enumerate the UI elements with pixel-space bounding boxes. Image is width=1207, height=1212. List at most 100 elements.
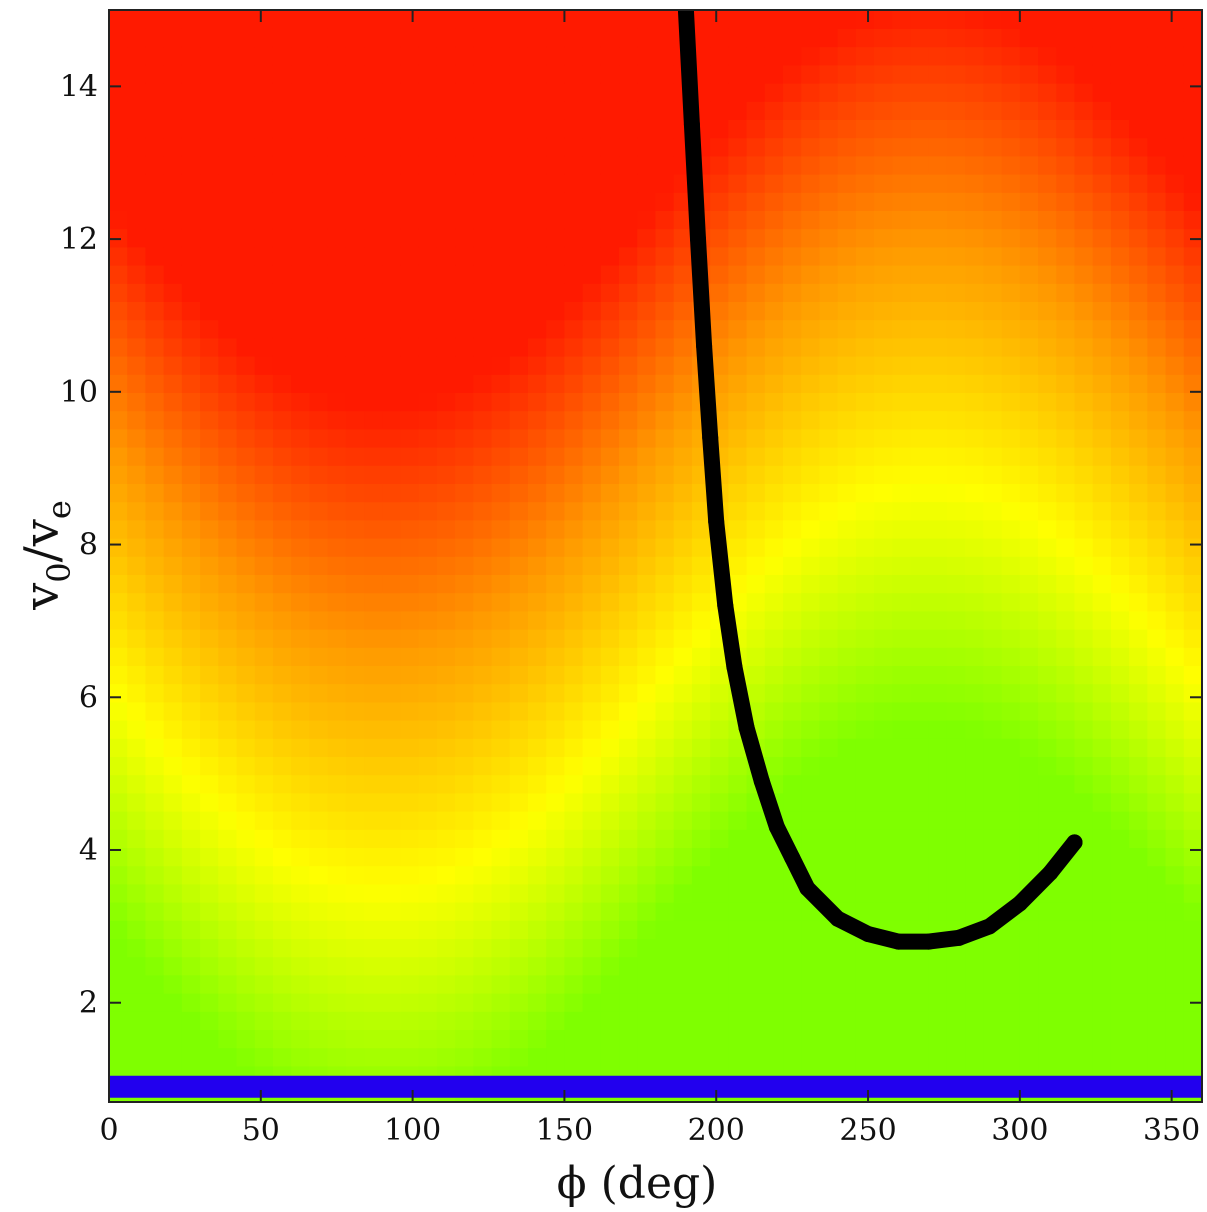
heatmap-cell [746, 82, 766, 102]
heatmap-cell [746, 1011, 766, 1030]
heatmap-cell [400, 865, 420, 885]
heatmap-cell [1038, 683, 1058, 703]
heatmap-cell [1019, 938, 1039, 958]
heatmap-cell [291, 610, 311, 630]
heatmap-cell [928, 901, 948, 921]
curve-point [696, 338, 713, 354]
heatmap-cell [691, 665, 711, 685]
heatmap-cell [874, 665, 894, 685]
heatmap-cell [619, 792, 639, 812]
heatmap-cell [254, 283, 274, 302]
heatmap-cell [400, 392, 420, 412]
heatmap-cell [746, 392, 766, 412]
heatmap-cell [1183, 101, 1202, 120]
heatmap-cell [109, 392, 129, 412]
heatmap-cell [181, 337, 201, 357]
heatmap-cell [200, 719, 220, 739]
heatmap-cell [436, 683, 456, 703]
heatmap-cell [746, 337, 766, 357]
heatmap-cell [1056, 774, 1076, 794]
heatmap-cell [710, 719, 730, 739]
heatmap-cell [965, 719, 985, 739]
heatmap-cell [400, 46, 420, 66]
heatmap-cell [1129, 738, 1149, 757]
heatmap-cell [619, 1047, 639, 1067]
heatmap-cell [1056, 410, 1076, 430]
heatmap-cell [236, 1047, 256, 1067]
heatmap-cell [1001, 301, 1021, 321]
heatmap-cell [145, 465, 165, 484]
heatmap-cell [965, 46, 985, 66]
heatmap-cell [327, 374, 347, 393]
heatmap-cell [473, 392, 493, 412]
heatmap-cell [619, 283, 639, 302]
heatmap-cell [855, 228, 875, 248]
heatmap-cell [1001, 574, 1021, 594]
heatmap-cell [364, 829, 384, 848]
heatmap-cell [1129, 756, 1149, 776]
heatmap-cell [127, 446, 147, 466]
heatmap-cell [400, 792, 420, 812]
heatmap-cell [400, 264, 420, 284]
heatmap-cell [418, 792, 438, 812]
heatmap-cell [746, 883, 766, 903]
heatmap-cell [382, 465, 402, 484]
heatmap-cell [1183, 810, 1202, 830]
heatmap-cell [364, 938, 384, 958]
heatmap-cell [345, 137, 365, 157]
heatmap-cell [582, 337, 602, 357]
heatmap-cell [145, 337, 165, 357]
heatmap-cell [983, 392, 1003, 412]
heatmap-cell [1001, 792, 1021, 812]
heatmap-cell [1147, 938, 1167, 958]
heatmap-cell [819, 337, 839, 357]
heatmap-cell [1092, 628, 1112, 648]
heatmap-cell [218, 82, 238, 102]
heatmap-cell [491, 992, 511, 1012]
heatmap-cell [509, 301, 529, 321]
heatmap-cell [965, 264, 985, 284]
heatmap-cell [418, 374, 438, 393]
heatmap-cell [418, 574, 438, 594]
heatmap-cell [837, 628, 857, 648]
heatmap-cell [1110, 228, 1130, 248]
heatmap-cell [1147, 647, 1167, 666]
heatmap-cell [619, 228, 639, 248]
heatmap-cell [1019, 246, 1039, 266]
heatmap-cell [345, 647, 365, 666]
heatmap-cell [200, 574, 220, 594]
heatmap-cell [200, 992, 220, 1012]
heatmap-cell [983, 192, 1003, 211]
heatmap-cell [1019, 1011, 1039, 1030]
heatmap-cell [527, 428, 547, 448]
heatmap-cell [509, 119, 529, 139]
heatmap-cell [946, 210, 966, 230]
heatmap-cell [819, 28, 839, 48]
heatmap-cell [965, 1011, 985, 1030]
heatmap-cell [418, 28, 438, 48]
heatmap-cell [527, 901, 547, 921]
heatmap-cell [1165, 1011, 1185, 1030]
heatmap-cell [309, 628, 329, 648]
heatmap-cell [1183, 792, 1202, 812]
heatmap-cell [1129, 701, 1149, 721]
heatmap-cell [1074, 1029, 1094, 1049]
heatmap-cell [1183, 483, 1202, 503]
heatmap-cell [983, 883, 1003, 903]
heatmap-cell [291, 355, 311, 375]
heatmap-cell [710, 792, 730, 812]
heatmap-cell [546, 446, 566, 466]
heatmap-cell [564, 792, 584, 812]
heatmap-cell [655, 756, 675, 776]
heatmap-cell [527, 992, 547, 1012]
heatmap-cell [910, 537, 930, 557]
heatmap-cell [109, 537, 129, 557]
heatmap-cell [181, 974, 201, 994]
heatmap-cell [436, 1029, 456, 1049]
heatmap-cell [218, 483, 238, 503]
heatmap-cell [691, 519, 711, 539]
heatmap-cell [1110, 137, 1130, 157]
heatmap-cell [1019, 1047, 1039, 1067]
heatmap-cell [181, 428, 201, 448]
heatmap-cell [127, 701, 147, 721]
